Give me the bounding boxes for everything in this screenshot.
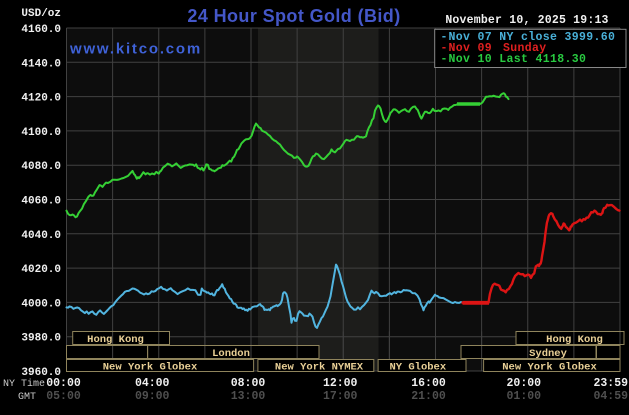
svg-text:23:59: 23:59 [593, 377, 628, 390]
svg-text:4040.0: 4040.0 [21, 230, 61, 242]
svg-text:Nov 10 Last 4118.30: Nov 10 Last 4118.30 [449, 53, 587, 66]
svg-text:4140.0: 4140.0 [21, 58, 61, 70]
svg-text:NY Globex: NY Globex [389, 361, 446, 373]
svg-text:04:00: 04:00 [135, 377, 170, 390]
svg-text:20:00: 20:00 [507, 377, 542, 390]
svg-text:Hong Kong: Hong Kong [87, 334, 144, 346]
svg-text:-: - [441, 42, 448, 55]
svg-text:08:00: 08:00 [231, 377, 266, 390]
svg-text:00:00: 00:00 [46, 377, 81, 390]
svg-text:4000.0: 4000.0 [21, 298, 61, 310]
svg-text:4160.0: 4160.0 [21, 24, 61, 36]
svg-text:21:00: 21:00 [411, 390, 446, 403]
svg-text:November 10, 2025 19:13: November 10, 2025 19:13 [445, 14, 608, 27]
svg-text:3980.0: 3980.0 [21, 333, 61, 345]
svg-text:-: - [441, 53, 448, 66]
svg-text:4080.0: 4080.0 [21, 161, 61, 173]
svg-text:London: London [212, 348, 250, 360]
svg-text:USD/oz: USD/oz [21, 8, 61, 20]
svg-text:24 Hour Spot Gold (Bid): 24 Hour Spot Gold (Bid) [187, 6, 400, 26]
svg-text:Sunday: Sunday [503, 42, 547, 55]
svg-text:GMT: GMT [18, 392, 36, 403]
svg-text:www.kitco.com: www.kitco.com [69, 41, 202, 58]
svg-text:09:00: 09:00 [135, 390, 170, 403]
svg-text:New York NYMEX: New York NYMEX [275, 361, 364, 373]
svg-text:4100.0: 4100.0 [21, 127, 61, 139]
svg-text:Sydney: Sydney [529, 348, 568, 360]
svg-text:16:00: 16:00 [411, 377, 446, 390]
svg-text:4060.0: 4060.0 [21, 196, 61, 208]
svg-text:4120.0: 4120.0 [21, 93, 61, 105]
svg-text:4020.0: 4020.0 [21, 264, 61, 276]
svg-text:Nov 07 NY close 3999.60: Nov 07 NY close 3999.60 [449, 31, 616, 44]
svg-text:3960.0: 3960.0 [21, 367, 61, 379]
svg-text:04:59: 04:59 [593, 390, 628, 403]
svg-text:Hong Kong: Hong Kong [546, 334, 603, 346]
svg-text:12:00: 12:00 [323, 377, 358, 390]
svg-text:-: - [441, 31, 448, 44]
svg-text:17:00: 17:00 [323, 390, 358, 403]
svg-text:01:00: 01:00 [507, 390, 542, 403]
svg-text:05:00: 05:00 [46, 390, 81, 403]
svg-text:NY Time: NY Time [3, 378, 45, 390]
svg-text:Nov 09: Nov 09 [449, 42, 493, 55]
svg-text:13:00: 13:00 [231, 390, 266, 403]
svg-text:New York Globex: New York Globex [502, 361, 597, 373]
svg-text:New York Globex: New York Globex [103, 361, 198, 373]
